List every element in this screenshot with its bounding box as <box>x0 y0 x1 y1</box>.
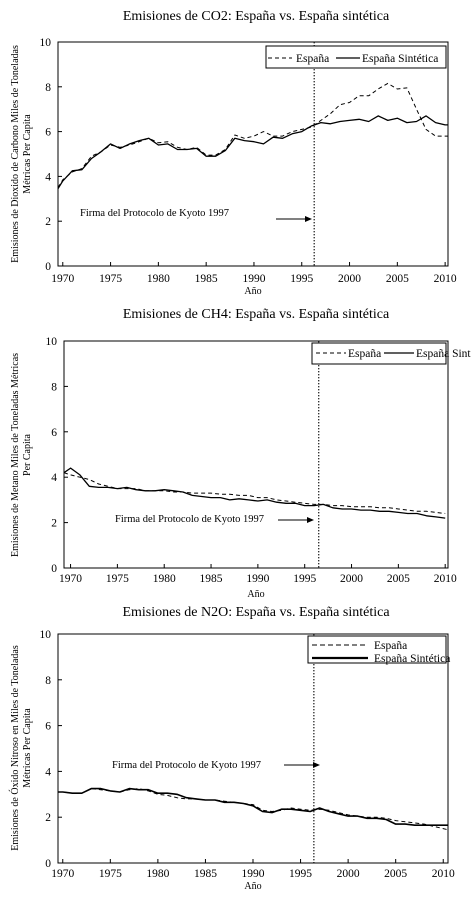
n2o-x-tick-label: 1975 <box>99 868 122 880</box>
ch4-legend-espana-label: España <box>348 348 381 360</box>
ch4-y-tick-label: 2 <box>51 518 57 530</box>
co2-plot-frame <box>57 41 449 267</box>
ch4-y-tick-label: 0 <box>51 563 57 575</box>
co2-y-tick-label: 6 <box>45 127 51 139</box>
ch4-x-tick-label: 1985 <box>200 573 223 585</box>
co2-x-tick-label: 2010 <box>434 273 457 285</box>
n2o-y-tick-label: 10 <box>40 629 52 641</box>
co2-kyoto-annotation: Firma del Protocolo de Kyoto 1997 <box>80 208 229 219</box>
ch4-x-tick-label: 2000 <box>340 573 363 585</box>
ch4-x-tick-label: 1990 <box>246 573 269 585</box>
ch4-plot-frame <box>63 340 449 569</box>
n2o-x-tick-label: 1980 <box>146 868 169 880</box>
n2o-x-tick-label: 2010 <box>432 868 455 880</box>
co2-x-tick-label: 1980 <box>147 273 170 285</box>
n2o-chart-title: Emisiones de N2O: España vs. España sint… <box>122 605 390 620</box>
ch4-y-tick-label: 10 <box>46 336 58 348</box>
ch4-legend-box <box>311 342 447 365</box>
ch4-legend-sintetica-label: España Sintética <box>416 348 471 360</box>
n2o-espana-sintetica-line <box>58 787 448 827</box>
n2o-annotation-arrow-head <box>313 762 320 768</box>
n2o-espana-line <box>58 788 449 831</box>
co2-x-tick-label: 1995 <box>290 273 313 285</box>
n2o-y-tick-label: 2 <box>45 812 51 824</box>
co2-y-tick-label: 2 <box>45 216 51 228</box>
n2o-legend-sintetica-label: España Sintética <box>374 653 450 665</box>
co2-y-axis-label: Métricas Per Capita <box>22 114 33 194</box>
ch4-x-tick-label: 1970 <box>59 573 82 585</box>
co2-x-tick-label: 1975 <box>99 273 122 285</box>
n2o-x-tick-label: 1985 <box>194 868 217 880</box>
ch4-x-tick-label: 1995 <box>293 573 316 585</box>
ch4-x-tick-label: 2010 <box>434 573 457 585</box>
ch4-x-axis-label: Año <box>247 589 264 600</box>
ch4-legend: España España Sintética <box>311 342 471 365</box>
ch4-espana-sintetica-line <box>63 467 446 519</box>
co2-legend-sintetica-label: España Sintética <box>362 53 438 65</box>
co2-legend-box <box>265 45 447 69</box>
n2o-y-tick-label: 8 <box>45 675 51 687</box>
n2o-x-axis-label: Año <box>244 881 261 892</box>
co2-y-tick-label: 4 <box>45 171 51 183</box>
co2-espana-line <box>57 82 448 188</box>
ch4-x-tick-label: 1980 <box>153 573 176 585</box>
n2o-y-tick-label: 6 <box>45 721 51 733</box>
n2o-x-tick-label: 2000 <box>337 868 360 880</box>
ch4-y-tick-label: 6 <box>51 427 57 439</box>
co2-espana-sintetica-line <box>57 115 448 190</box>
ch4-chart-panel: Emisiones de CH4: España vs. España sint… <box>10 307 471 600</box>
co2-y-axis-label: Emisiones de Dioxido de Carbono Miles de… <box>10 45 21 263</box>
n2o-x-tick-label: 1995 <box>289 868 312 880</box>
ch4-y-axis-label: Per Capita <box>22 433 33 475</box>
co2-x-tick-label: 1990 <box>242 273 265 285</box>
co2-x-tick-label: 2005 <box>386 273 409 285</box>
n2o-kyoto-annotation: Firma del Protocolo de Kyoto 1997 <box>112 760 261 771</box>
n2o-chart-panel: Emisiones de N2O: España vs. España sint… <box>9 605 455 892</box>
co2-y-tick-label: 10 <box>40 37 52 49</box>
n2o-plot-frame <box>57 633 449 864</box>
ch4-y-tick-label: 4 <box>51 472 57 484</box>
co2-chart-title: Emisiones de CO2: España vs. España sint… <box>123 9 390 24</box>
co2-y-tick-label: 0 <box>45 261 51 273</box>
co2-x-tick-label: 1985 <box>195 273 218 285</box>
n2o-legend-espana-label: España <box>374 640 407 652</box>
ch4-x-tick-label: 1975 <box>106 573 129 585</box>
co2-legend-espana-label: España <box>296 53 329 65</box>
n2o-x-tick-label: 1970 <box>51 868 74 880</box>
co2-chart-panel: Emisiones de CO2: España vs. España sint… <box>10 9 457 297</box>
ch4-annotation-arrow-head <box>307 517 314 523</box>
ch4-x-tick-label: 2005 <box>387 573 410 585</box>
ch4-y-tick-label: 8 <box>51 381 57 393</box>
ch4-espana-line <box>63 472 446 514</box>
ch4-chart-title: Emisiones de CH4: España vs. España sint… <box>123 307 390 322</box>
n2o-x-tick-label: 1990 <box>242 868 265 880</box>
co2-annotation-arrow-head <box>305 216 312 222</box>
ch4-y-axis-label: Emisiones de Metano Miles de Toneladas M… <box>10 353 21 557</box>
co2-y-tick-label: 8 <box>45 82 51 94</box>
co2-x-tick-label: 1970 <box>51 273 74 285</box>
co2-x-axis-label: Año <box>244 286 261 297</box>
n2o-y-tick-label: 0 <box>45 858 51 870</box>
n2o-x-tick-label: 2005 <box>384 868 407 880</box>
n2o-y-axis-label: Métricas Per Capita <box>22 708 33 788</box>
co2-x-tick-label: 2000 <box>338 273 361 285</box>
ch4-kyoto-annotation: Firma del Protocolo de Kyoto 1997 <box>115 514 264 525</box>
n2o-y-axis-label: Emisiones de Óxido Nitroso en Miles de T… <box>9 645 21 851</box>
n2o-y-tick-label: 4 <box>45 766 51 778</box>
co2-legend: España España Sintética <box>265 45 447 69</box>
